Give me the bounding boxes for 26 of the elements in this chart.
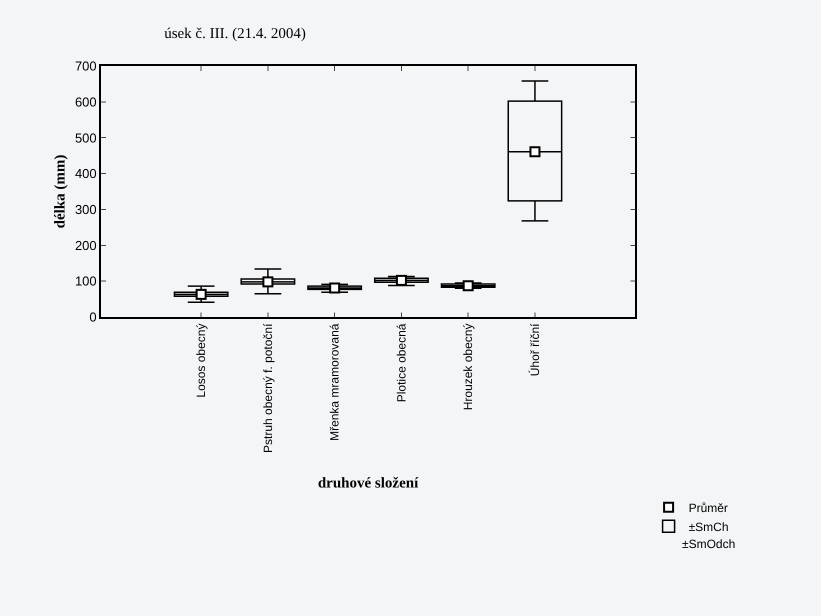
y-tick-label: 0 [89,310,97,325]
y-tick-label: 200 [74,238,97,253]
text: ±SmOdch [682,537,736,551]
chart-title: úsek č. III. (21.4. 2004) [164,26,306,42]
y-tick-label: 500 [74,130,97,146]
point [329,282,340,294]
point [462,280,474,292]
y-tick-label: 400 [74,166,97,182]
x-tick-label: Losos obecný [194,324,208,398]
y-tick-label: 300 [74,202,97,217]
x-tick-label: Hrouzek obecný [461,324,476,410]
x-tick-label: Plotice obecná [394,323,408,402]
y-axis-title: délka (mm) [52,154,69,228]
point [396,274,407,286]
y-tick-label: 600 [74,94,97,110]
x-tick-label: Pstruh obecný f. potoční [260,322,275,453]
point [262,276,274,288]
legend-label: ±SmCh [688,520,729,534]
x-tick-label: Úhoř říční [528,322,542,376]
x-tick-label: Mřenka mramorovaná [328,323,342,441]
point [529,146,540,158]
legend-label: Průměr [688,500,728,515]
point [196,288,207,300]
x-axis-title: druhové složení [318,475,420,492]
y-tick-label: 700 [74,58,97,74]
y-tick-label: 100 [74,274,97,289]
